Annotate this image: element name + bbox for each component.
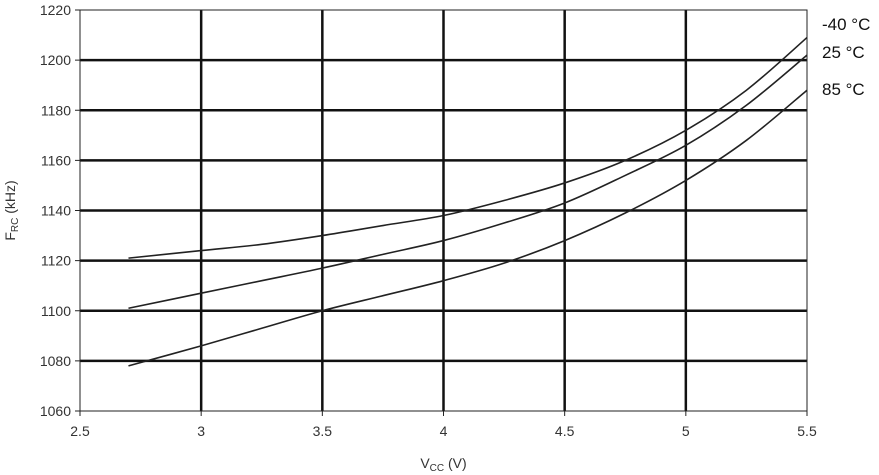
y-axis-title-unit: (kHz) [2, 180, 18, 217]
x-axis-title-subscript: CC [430, 463, 444, 474]
y-tick-label: 1220 [40, 2, 71, 18]
series-line-0 [128, 36, 808, 259]
series-label-0: -40 °C [822, 15, 870, 34]
x-axis-title-main: V [420, 455, 430, 471]
y-axis-title: FRC (kHz) [2, 180, 21, 240]
series-line-2 [128, 89, 808, 367]
series-label-1: 25 °C [822, 43, 865, 62]
y-tick-label: 1080 [40, 353, 71, 369]
series-labels: -40 °C 25 °C 85 °C [822, 15, 870, 99]
y-tick-label: 1120 [41, 253, 71, 269]
x-tick-label: 5 [682, 423, 690, 439]
y-tick-label: 1200 [40, 52, 71, 68]
x-tick-label: 4 [440, 423, 448, 439]
x-tick-label: 3 [197, 423, 205, 439]
x-tick-label: 5.5 [797, 423, 817, 439]
grid [80, 10, 807, 411]
y-tick-label: 1100 [41, 303, 71, 319]
x-axis-ticks: 2.5 3 3.5 4 4.5 5 5.5 [70, 411, 817, 439]
y-tick-label: 1060 [40, 403, 71, 419]
x-axis-title-unit: (V) [444, 455, 467, 471]
y-axis-ticks: 1060 1080 1100 1120 1140 1160 1180 1200 1220 [40, 2, 80, 419]
y-tick-label: 1180 [41, 102, 71, 118]
x-tick-label: 4.5 [555, 423, 575, 439]
series-label-2: 85 °C [822, 80, 865, 99]
y-axis-title-main: F [2, 232, 18, 241]
series-lines [128, 36, 808, 367]
y-tick-label: 1140 [41, 203, 71, 219]
x-tick-label: 2.5 [70, 423, 90, 439]
series-line-1 [128, 54, 808, 310]
y-axis-title-subscript: RC [10, 218, 21, 232]
x-axis-title: VCC (V) [420, 455, 466, 474]
x-tick-label: 3.5 [313, 423, 333, 439]
y-tick-label: 1160 [41, 152, 71, 168]
